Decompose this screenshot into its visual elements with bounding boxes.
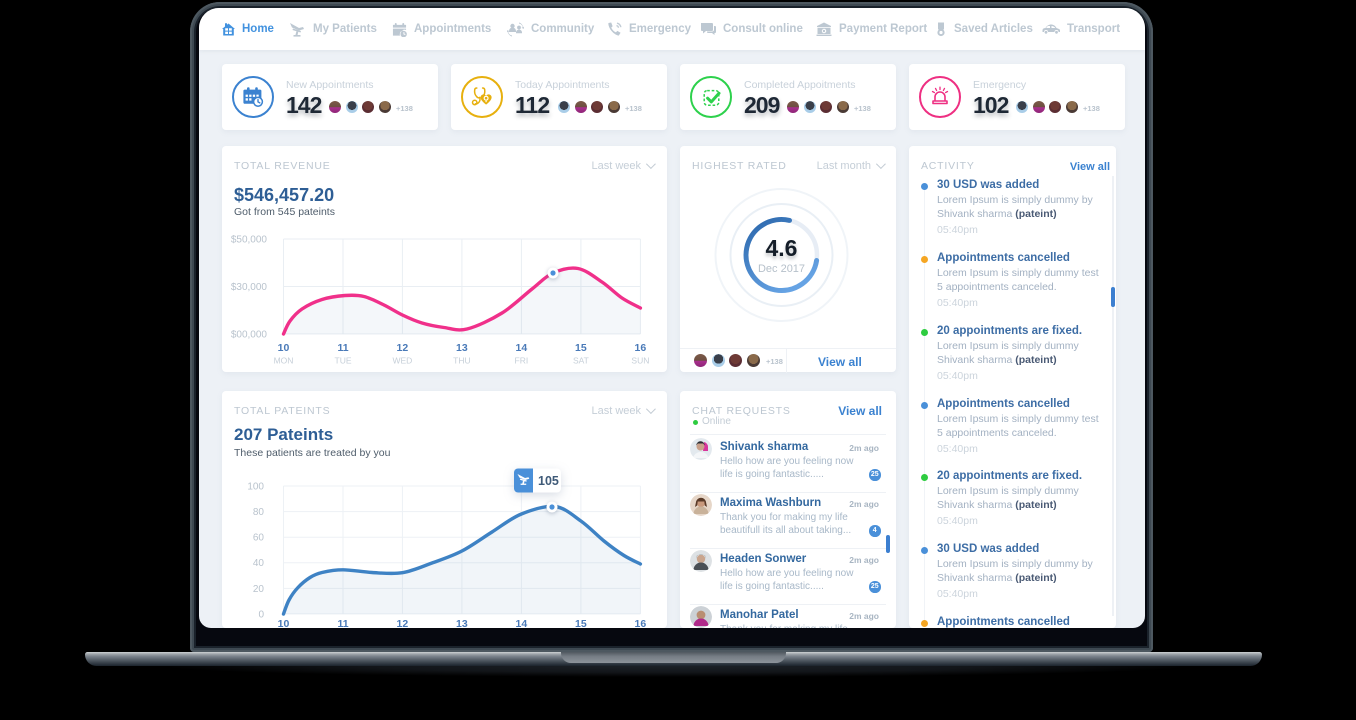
svg-text:10: 10 (278, 342, 290, 354)
svg-text:$30,000: $30,000 (231, 282, 268, 293)
svg-text:14: 14 (516, 618, 528, 628)
svg-text:0: 0 (258, 609, 264, 620)
svg-text:SUN: SUN (631, 356, 649, 366)
svg-text:4.6: 4.6 (766, 235, 798, 261)
svg-text:$50,000: $50,000 (231, 235, 268, 246)
svg-text:11: 11 (337, 618, 348, 628)
svg-text:FRI: FRI (515, 356, 529, 366)
svg-text:Dec 2017: Dec 2017 (758, 263, 805, 275)
svg-text:40: 40 (253, 558, 265, 569)
svg-text:10: 10 (278, 618, 290, 628)
svg-text:16: 16 (635, 618, 647, 628)
svg-text:SAT: SAT (573, 356, 589, 366)
svg-text:80: 80 (253, 507, 265, 518)
svg-text:12: 12 (397, 342, 409, 354)
svg-text:THU: THU (453, 356, 470, 366)
svg-text:15: 15 (575, 618, 587, 628)
svg-text:$00,000: $00,000 (231, 330, 268, 341)
svg-text:14: 14 (516, 342, 528, 354)
svg-text:100: 100 (247, 482, 264, 493)
svg-text:105: 105 (538, 474, 559, 488)
svg-text:60: 60 (253, 533, 265, 544)
svg-text:15: 15 (575, 342, 587, 354)
svg-text:13: 13 (456, 618, 468, 628)
svg-text:16: 16 (635, 342, 647, 354)
svg-text:13: 13 (456, 342, 468, 354)
svg-text:TUE: TUE (335, 356, 352, 366)
svg-text:20: 20 (253, 584, 265, 595)
svg-text:MON: MON (274, 356, 294, 366)
svg-text:WED: WED (392, 356, 412, 366)
svg-text:11: 11 (337, 342, 348, 354)
svg-text:12: 12 (397, 618, 409, 628)
